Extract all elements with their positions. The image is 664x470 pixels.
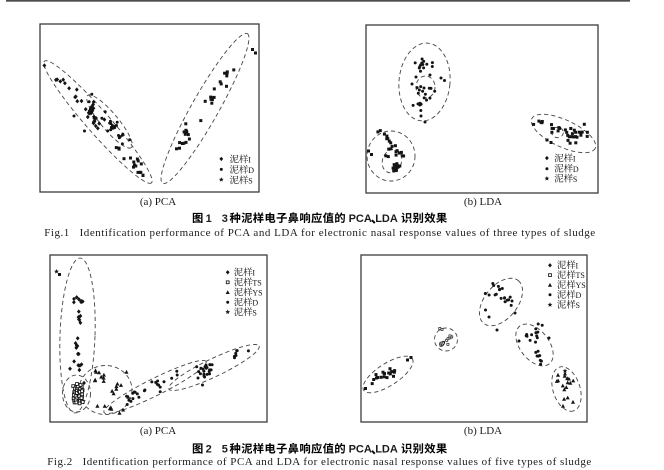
svg-text:(a) PCA: (a) PCA bbox=[140, 425, 176, 437]
svg-text:I: I bbox=[576, 261, 579, 270]
svg-text:D: D bbox=[573, 165, 579, 174]
svg-text:TS: TS bbox=[252, 279, 261, 288]
svg-text:S: S bbox=[576, 301, 580, 310]
svg-text:(b) LDA: (b) LDA bbox=[464, 425, 502, 437]
svg-text:LDA: LDA bbox=[375, 444, 398, 456]
svg-text:S: S bbox=[252, 308, 256, 317]
svg-text:Fig.2 Identification perform: Fig.2 Identification performance of PCA … bbox=[47, 456, 591, 468]
svg-text:1: 1 bbox=[206, 213, 212, 225]
svg-text:(b) LDA: (b) LDA bbox=[464, 196, 502, 208]
svg-text:2: 2 bbox=[206, 444, 212, 456]
svg-text:3: 3 bbox=[222, 213, 228, 225]
svg-text:D: D bbox=[248, 166, 254, 175]
svg-text:5: 5 bbox=[222, 444, 228, 456]
svg-text:Fig.1 Identification perform: Fig.1 Identification performance of PCA … bbox=[44, 227, 595, 239]
svg-text:YS: YS bbox=[252, 289, 262, 298]
svg-text:I: I bbox=[573, 155, 576, 164]
svg-text:D: D bbox=[252, 299, 258, 308]
svg-text:S: S bbox=[573, 175, 577, 184]
svg-text:YS: YS bbox=[576, 281, 586, 290]
svg-text:I: I bbox=[248, 156, 251, 165]
svg-text:I: I bbox=[252, 269, 255, 278]
svg-text:S: S bbox=[248, 177, 252, 186]
svg-text:PCA: PCA bbox=[349, 444, 372, 456]
svg-text:D: D bbox=[576, 291, 582, 300]
svg-text:TS: TS bbox=[576, 271, 585, 280]
svg-text:LDA: LDA bbox=[375, 213, 398, 225]
svg-text:PCA: PCA bbox=[349, 213, 372, 225]
svg-text:(a) PCA: (a) PCA bbox=[140, 196, 176, 208]
